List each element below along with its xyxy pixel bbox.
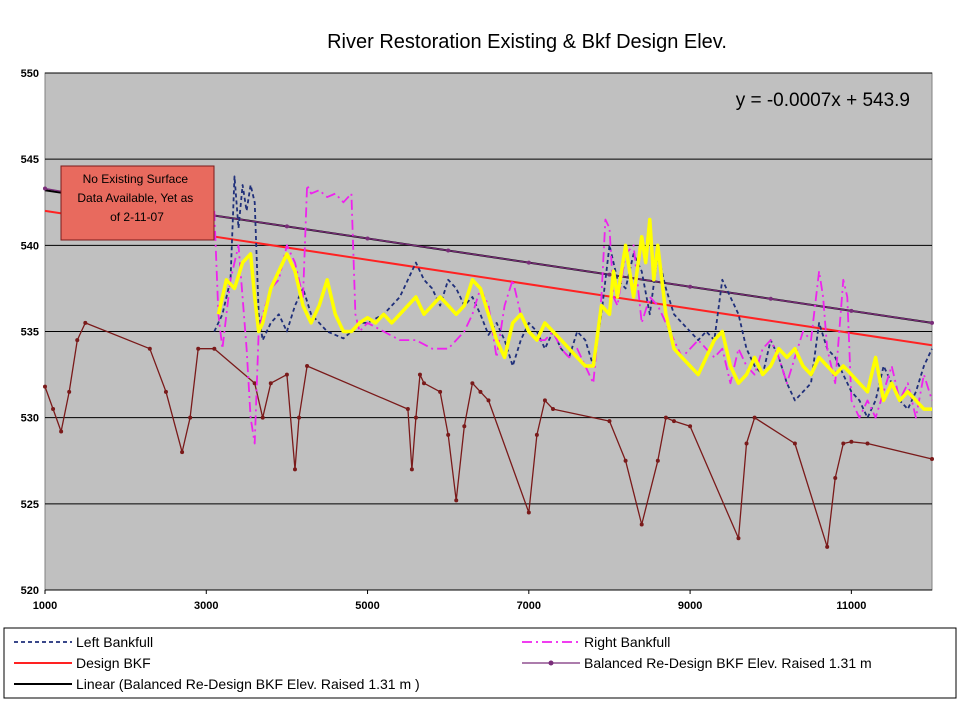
y-axis-ticks: 520 525 530 535 540 545 550 <box>21 68 39 597</box>
series-line-1 <box>213 184 933 445</box>
y-tick-label: 525 <box>21 499 39 511</box>
grid-lines <box>45 72 932 591</box>
chart-title: River Restoration Existing & Bkf Design … <box>327 31 727 53</box>
series-point-3 <box>607 272 612 277</box>
series-point-3 <box>768 296 773 301</box>
series-point-3 <box>930 320 934 325</box>
series-line-6 <box>44 322 933 548</box>
series-line-0 <box>213 175 933 419</box>
legend-marker <box>548 660 554 666</box>
series-point-6 <box>833 475 838 480</box>
series-point-6 <box>43 384 47 389</box>
series-point-6 <box>421 381 426 386</box>
series-point-6 <box>147 346 152 351</box>
series-point-6 <box>526 510 531 515</box>
x-tick-label: 5000 <box>355 600 379 612</box>
legend-label: Right Bankfull <box>584 634 670 650</box>
series-point-6 <box>478 389 483 394</box>
series-point-6 <box>841 441 846 446</box>
x-tick-label: 7000 <box>517 600 541 612</box>
series-point-6 <box>305 363 310 368</box>
series-point-6 <box>849 439 854 444</box>
trendline-equation: y = -0.0007x + 543.9 <box>736 90 910 111</box>
series-point-6 <box>462 424 467 429</box>
annotation-box <box>60 165 215 241</box>
series-point-6 <box>607 419 612 424</box>
series-point-6 <box>930 457 934 462</box>
y-tick-label: 550 <box>21 68 39 80</box>
series-point-3 <box>526 260 531 265</box>
series-point-6 <box>252 381 257 386</box>
series-point-3 <box>446 248 451 253</box>
series-point-6 <box>260 415 265 420</box>
series-line-5 <box>216 217 932 411</box>
series-point-6 <box>83 320 88 325</box>
series-point-6 <box>470 381 475 386</box>
series-point-6 <box>655 458 660 463</box>
series-point-6 <box>196 346 201 351</box>
series-point-6 <box>542 398 547 403</box>
series-point-6 <box>454 498 459 503</box>
series-point-6 <box>405 407 410 412</box>
y-tick-label: 520 <box>21 585 39 597</box>
series-point-6 <box>736 536 741 541</box>
series-point-6 <box>180 450 185 455</box>
series-point-6 <box>486 398 491 403</box>
y-tick-label: 535 <box>21 327 39 339</box>
series-point-6 <box>639 522 644 527</box>
series-point-6 <box>663 415 668 420</box>
series-point-6 <box>268 381 273 386</box>
series-point-6 <box>744 441 749 446</box>
series-point-6 <box>688 424 693 429</box>
legend-label: Balanced Re-Design BKF Elev. Raised 1.31… <box>584 655 872 671</box>
series-point-6 <box>446 432 451 437</box>
legend-label: Linear (Balanced Re-Design BKF Elev. Rai… <box>76 676 420 692</box>
series-point-6 <box>292 467 297 472</box>
series-point-6 <box>671 419 676 424</box>
series-point-3 <box>284 224 289 229</box>
annotation-text: No Existing Surface Data Available, Yet … <box>77 172 196 224</box>
series-point-6 <box>284 372 289 377</box>
series-point-6 <box>188 415 193 420</box>
x-tick-label: 9000 <box>678 600 702 612</box>
series-point-6 <box>417 372 422 377</box>
series-point-6 <box>212 346 217 351</box>
series-point-6 <box>163 389 168 394</box>
series-point-3 <box>43 186 47 191</box>
x-tick-label: 11000 <box>836 600 866 612</box>
y-tick-label: 540 <box>21 240 39 252</box>
series-point-6 <box>551 407 556 412</box>
series-point-3 <box>365 236 370 241</box>
series-point-6 <box>865 441 870 446</box>
y-tick-label: 530 <box>21 413 39 425</box>
x-tick-label: 1000 <box>33 600 57 612</box>
series-point-6 <box>409 467 414 472</box>
legend <box>3 627 957 699</box>
x-axis-ticks: 1000 3000 5000 7000 9000 11000 <box>33 590 866 612</box>
series-point-6 <box>534 432 539 437</box>
series-point-3 <box>849 308 854 313</box>
series-point-6 <box>67 389 72 394</box>
series-point-6 <box>752 415 757 420</box>
y-tick-label: 545 <box>21 154 39 166</box>
x-tick-label: 3000 <box>194 600 218 612</box>
series-point-6 <box>413 415 418 420</box>
legend-label: Design BKF <box>76 655 151 671</box>
series-point-3 <box>688 284 693 289</box>
series-point-6 <box>825 544 830 549</box>
series-point-6 <box>75 338 80 343</box>
legend-label: Left Bankfull <box>76 634 153 650</box>
series-point-6 <box>623 458 628 463</box>
legend-entries: Left Bankfull Right Bankfull Design BKF Bal… <box>14 634 872 692</box>
series-point-6 <box>438 389 443 394</box>
series-point-6 <box>297 415 302 420</box>
series-point-6 <box>59 429 64 434</box>
series-point-6 <box>51 407 56 412</box>
series-point-6 <box>792 441 797 446</box>
